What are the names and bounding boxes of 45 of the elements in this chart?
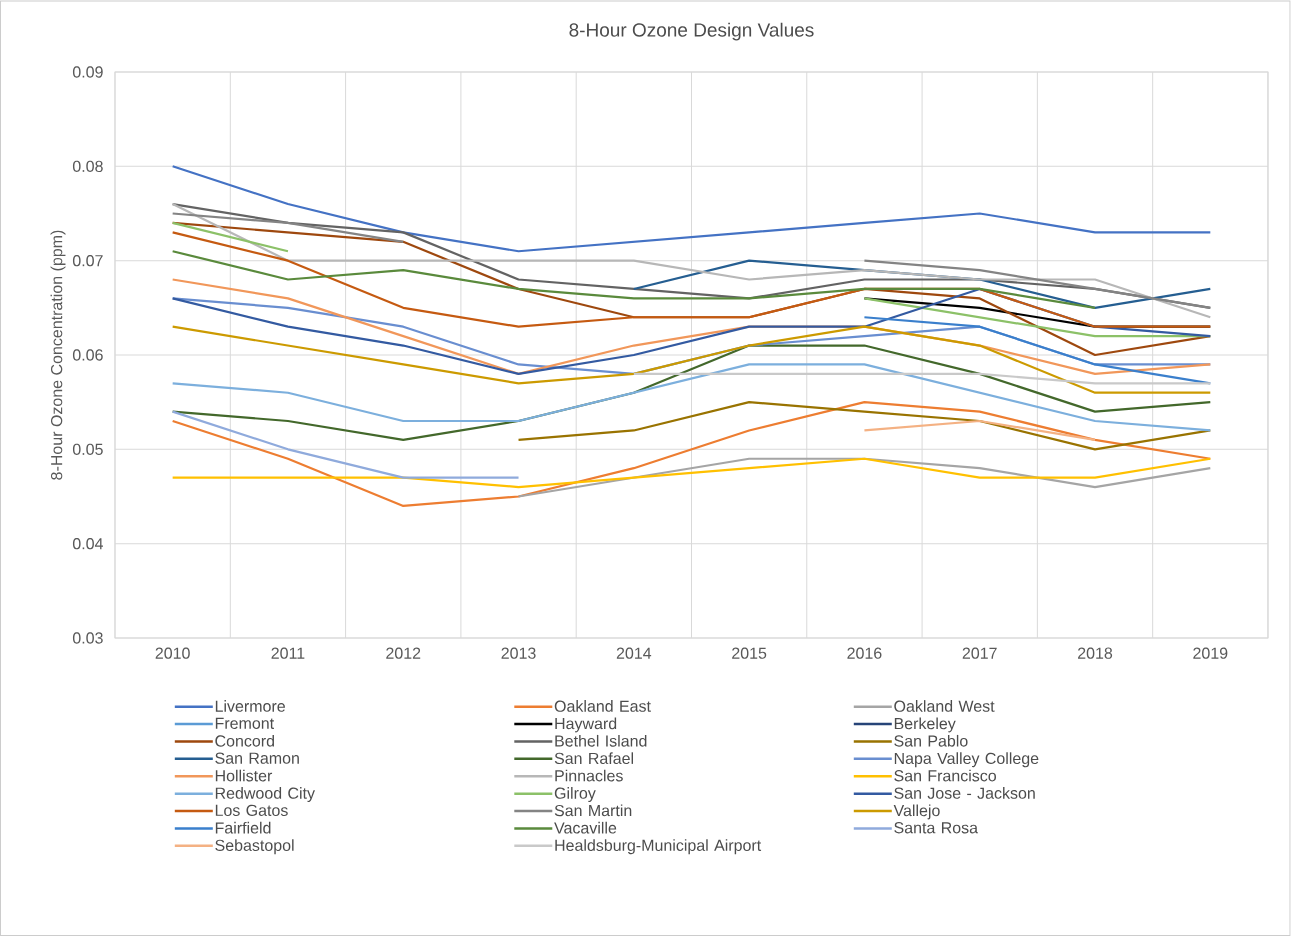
x-tick-label: 2011: [271, 647, 305, 659]
legend-label: Hollister: [215, 769, 273, 782]
y-tick-label: 0.05: [72, 443, 103, 455]
legend-label: Oakland East: [554, 700, 651, 712]
legend-label: San Francisco: [894, 769, 996, 782]
legend-label: Berkeley: [894, 717, 956, 733]
chart-title: 8-Hour Ozone Design Values: [569, 22, 814, 41]
y-tick-label: 0.06: [72, 349, 103, 361]
legend-label: Gilroy: [554, 787, 596, 802]
legend-label: Hayward: [555, 717, 617, 733]
x-tick-label: 2014: [616, 647, 652, 659]
legend-label: Concord: [215, 734, 274, 747]
x-tick-label: 2016: [847, 647, 882, 659]
x-tick-label: 2019: [1193, 647, 1228, 659]
legend-label: San Rafael: [554, 752, 633, 765]
y-tick-label: 0.03: [72, 632, 103, 644]
legend-label: Healdsburg-Municipal Airport: [555, 839, 762, 855]
legend-label: Vallejo: [893, 804, 940, 820]
legend-label: Redwood City: [215, 787, 315, 802]
legend-label: Bethel Island: [555, 734, 647, 747]
x-tick-label: 2013: [501, 647, 536, 659]
legend-label: San Martin: [554, 804, 632, 817]
legend-label: Santa Rosa: [894, 822, 979, 834]
x-tick-label: 2017: [962, 647, 997, 659]
y-tick-label: 0.09: [72, 66, 103, 78]
legend-label: Vacaville: [554, 821, 617, 834]
legend-label: Livermore: [215, 700, 285, 712]
legend-label: Los Gatos: [215, 804, 288, 817]
legend-label: Oakland West: [894, 700, 995, 712]
x-tick-label: 2012: [386, 647, 421, 659]
y-tick-label: 0.07: [72, 255, 103, 267]
legend-label: San Pablo: [894, 734, 968, 747]
y-tick-label: 0.08: [72, 160, 103, 172]
legend-label: Pinnacles: [555, 769, 623, 782]
legend-label: San Ramon: [215, 752, 299, 764]
y-tick-label: 0.04: [72, 538, 103, 550]
y-axis-title: 8-Hour Ozone Concentration (ppm): [50, 230, 66, 480]
legend-label: San Jose - Jackson: [894, 787, 1035, 799]
x-tick-label: 2015: [732, 647, 767, 659]
legend-label: Fremont: [215, 717, 274, 729]
legend-label: Sebastopol: [215, 839, 294, 855]
x-tick-label: 2018: [1078, 647, 1113, 659]
legend-label: Napa Valley College: [894, 752, 1039, 768]
x-tick-label: 2010: [155, 647, 190, 659]
legend-label: Fairfield: [215, 821, 271, 834]
